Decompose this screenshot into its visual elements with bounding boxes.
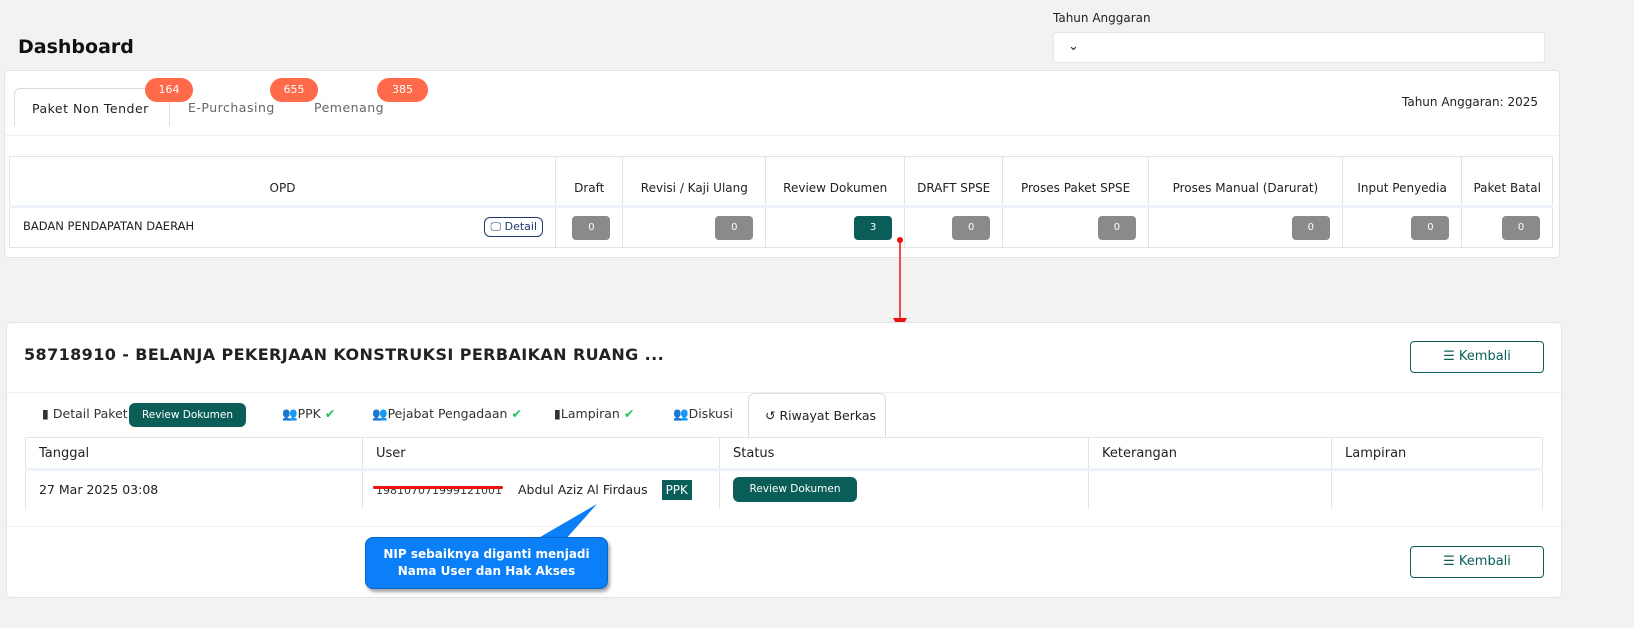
col-header: Tanggal	[25, 437, 363, 471]
check-icon: ✔	[324, 406, 336, 421]
lampiran-cell	[1331, 469, 1543, 509]
col-header: Revisi / Kaji Ulang	[622, 156, 767, 208]
count-input-penyedia[interactable]: 0	[1411, 215, 1450, 240]
summary-table: OPD Draft Revisi / Kaji Ulang Review Dok…	[9, 156, 1553, 248]
list-icon: ☰	[1443, 349, 1455, 364]
col-header: Lampiran	[1331, 437, 1543, 471]
history-icon: ↺	[765, 408, 776, 423]
users-icon: 👥	[372, 406, 388, 421]
tab-lampiran[interactable]: ▮Lampiran ✔	[554, 406, 635, 421]
divider	[7, 526, 1561, 527]
tahun-info: Tahun Anggaran: 2025	[1402, 95, 1539, 109]
tab-detail-paket[interactable]: ▮ Detail Paket	[42, 406, 128, 421]
kembali-button-bottom[interactable]: ☰ Kembali	[1410, 546, 1544, 578]
chevron-down-icon: ⌄	[1068, 39, 1079, 54]
tab-e-purchasing[interactable]: E-Purchasing	[188, 100, 275, 115]
list-icon: ☰	[1443, 554, 1455, 569]
col-header: Proses Paket SPSE	[1002, 156, 1149, 208]
tab-riwayat-berkas[interactable]: ↺ Riwayat Berkas	[748, 393, 886, 437]
count-badge: 164	[145, 78, 193, 102]
tab-ppk[interactable]: 👥PPK ✔	[282, 406, 336, 421]
count-proses-paket[interactable]: 0	[1097, 215, 1136, 240]
col-header: Proses Manual (Darurat)	[1147, 156, 1343, 208]
role-badge: PPK	[661, 479, 692, 500]
divider	[5, 135, 1559, 136]
col-header: Keterangan	[1088, 437, 1332, 471]
file-icon: ▮	[554, 406, 561, 421]
col-header: OPD	[9, 156, 556, 208]
count-badge: 655	[270, 78, 318, 102]
col-header: Status	[719, 437, 1089, 471]
col-header: Draft	[554, 156, 624, 208]
tab-pemenang[interactable]: Pemenang	[314, 100, 385, 115]
callout-pointer	[535, 504, 597, 540]
count-proses-manual[interactable]: 0	[1291, 215, 1330, 240]
check-icon: ✔	[511, 406, 522, 421]
kembali-button[interactable]: ☰ Kembali	[1410, 341, 1544, 373]
file-icon: ▮	[42, 406, 49, 421]
status-badge: Review Dokumen	[733, 477, 857, 503]
tahun-anggaran-label: Tahun Anggaran	[1053, 11, 1151, 25]
count-draft-spse[interactable]: 0	[952, 215, 991, 240]
package-title: 58718910 - BELANJA PEKERJAAN KONSTRUKSI …	[24, 345, 665, 364]
table-row: BADAN PENDAPATAN DAERAH 🖵 Detail 0 0 3 0…	[9, 206, 1553, 248]
users-icon: 👥	[673, 406, 689, 421]
user-name: Abdul Aziz Al Firdaus	[517, 481, 648, 497]
annotation-callout: NIP sebaiknya diganti menjadi Nama User d…	[365, 537, 608, 589]
monitor-icon: 🖵	[490, 219, 502, 233]
detail-button[interactable]: 🖵 Detail	[484, 216, 543, 237]
col-header: Paket Batal	[1461, 156, 1553, 208]
check-icon: ✔	[623, 406, 635, 421]
col-header: User	[362, 437, 720, 471]
count-revisi[interactable]: 0	[715, 215, 754, 240]
arrow-annotation	[893, 237, 907, 331]
strikethrough-mark	[373, 486, 503, 489]
count-paket-batal[interactable]: 0	[1502, 215, 1540, 240]
count-review[interactable]: 3	[854, 215, 893, 240]
page-title: Dashboard	[18, 36, 134, 58]
users-icon: 👥	[282, 406, 298, 421]
history-table: Tanggal User Status Keterangan Lampiran …	[25, 437, 1543, 509]
col-header: Review Dokumen	[765, 156, 906, 208]
col-header: Input Penyedia	[1341, 156, 1463, 208]
tanggal-cell: 27 Mar 2025 03:08	[25, 469, 363, 509]
col-header: DRAFT SPSE	[904, 156, 1004, 208]
opd-name: BADAN PENDAPATAN DAERAH	[23, 218, 195, 233]
table-row: 27 Mar 2025 03:08 198107071999121001 Abd…	[25, 469, 1543, 509]
keterangan-cell	[1088, 469, 1332, 509]
tab-paket-non-tender[interactable]: Paket Non Tender	[14, 88, 170, 126]
tahun-anggaran-select[interactable]: ⌄	[1053, 32, 1545, 63]
count-draft[interactable]: 0	[572, 215, 611, 240]
count-badge: 385	[377, 78, 428, 102]
tab-pejabat-pengadaan[interactable]: 👥Pejabat Pengadaan ✔	[372, 406, 522, 421]
tab-diskusi[interactable]: 👥Diskusi	[673, 406, 733, 421]
divider	[7, 392, 1561, 393]
status-badge: Review Dokumen	[129, 403, 246, 427]
